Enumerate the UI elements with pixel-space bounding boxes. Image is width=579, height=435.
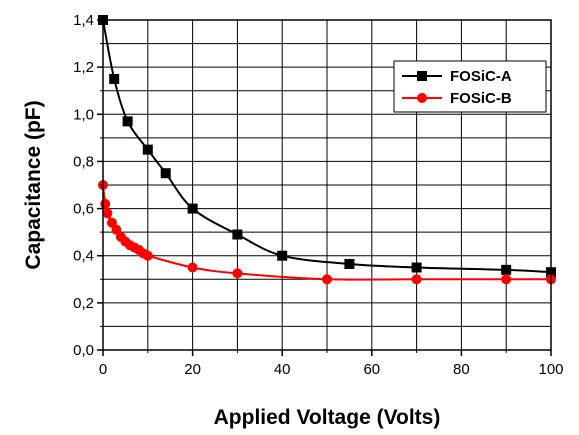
data-point-fosic-a [142, 144, 153, 155]
y-tick-label: 1,0 [73, 106, 94, 123]
data-point-fosic-b [102, 208, 113, 219]
y-tick-label: 0,2 [73, 295, 94, 312]
data-point-fosic-a [277, 250, 288, 261]
data-point-fosic-a [160, 168, 171, 179]
data-point-fosic-b [100, 198, 111, 209]
tick-labels: 0 20 40 60 80 100 0,0 0,2 0,4 0,6 0,8 1,0 1,2 1,4 [73, 12, 563, 378]
data-point-fosic-b [501, 274, 512, 285]
x-tick-label: 100 [538, 361, 563, 378]
legend: FOSiC-A FOSiC-B [393, 60, 547, 113]
data-point-fosic-a [187, 203, 198, 214]
y-tick-label: 0,0 [73, 342, 94, 359]
y-axis-title: Capacitance (pF) [22, 100, 45, 269]
legend-box [393, 60, 547, 113]
legend-marker-fosic-a [417, 71, 427, 81]
series-fosic-b [98, 180, 556, 285]
legend-marker-fosic-b [417, 93, 427, 103]
x-tick-label: 20 [184, 361, 201, 378]
y-tick-label: 0,6 [73, 201, 94, 218]
data-point-fosic-a [122, 116, 133, 127]
y-tick-label: 1,2 [73, 59, 94, 76]
y-tick-label: 1,4 [73, 12, 94, 29]
data-point-fosic-b [322, 274, 332, 285]
legend-label-fosic-b: FOSiC-B [450, 90, 512, 107]
data-point-fosic-a [344, 258, 355, 269]
series-layer [98, 15, 556, 285]
data-point-fosic-b [232, 268, 243, 279]
data-point-fosic-b [411, 274, 422, 285]
data-point-fosic-a [109, 73, 120, 84]
data-point-fosic-a [501, 264, 512, 275]
grid-lines [103, 20, 551, 350]
y-tick-label: 0,8 [73, 153, 94, 170]
legend-label-fosic-a: FOSiC-A [450, 68, 512, 85]
x-tick-label: 40 [274, 361, 291, 378]
data-point-fosic-a [411, 262, 422, 273]
axis-ticks [97, 19, 552, 356]
data-point-fosic-a [232, 229, 243, 240]
x-tick-label: 0 [99, 361, 107, 378]
x-tick-label: 60 [363, 361, 380, 378]
y-tick-label: 0,4 [73, 248, 94, 265]
data-point-fosic-b [187, 262, 198, 273]
x-axis-title: Applied Voltage (Volts) [214, 406, 441, 429]
data-point-fosic-b [142, 250, 153, 261]
x-tick-label: 80 [453, 361, 470, 378]
